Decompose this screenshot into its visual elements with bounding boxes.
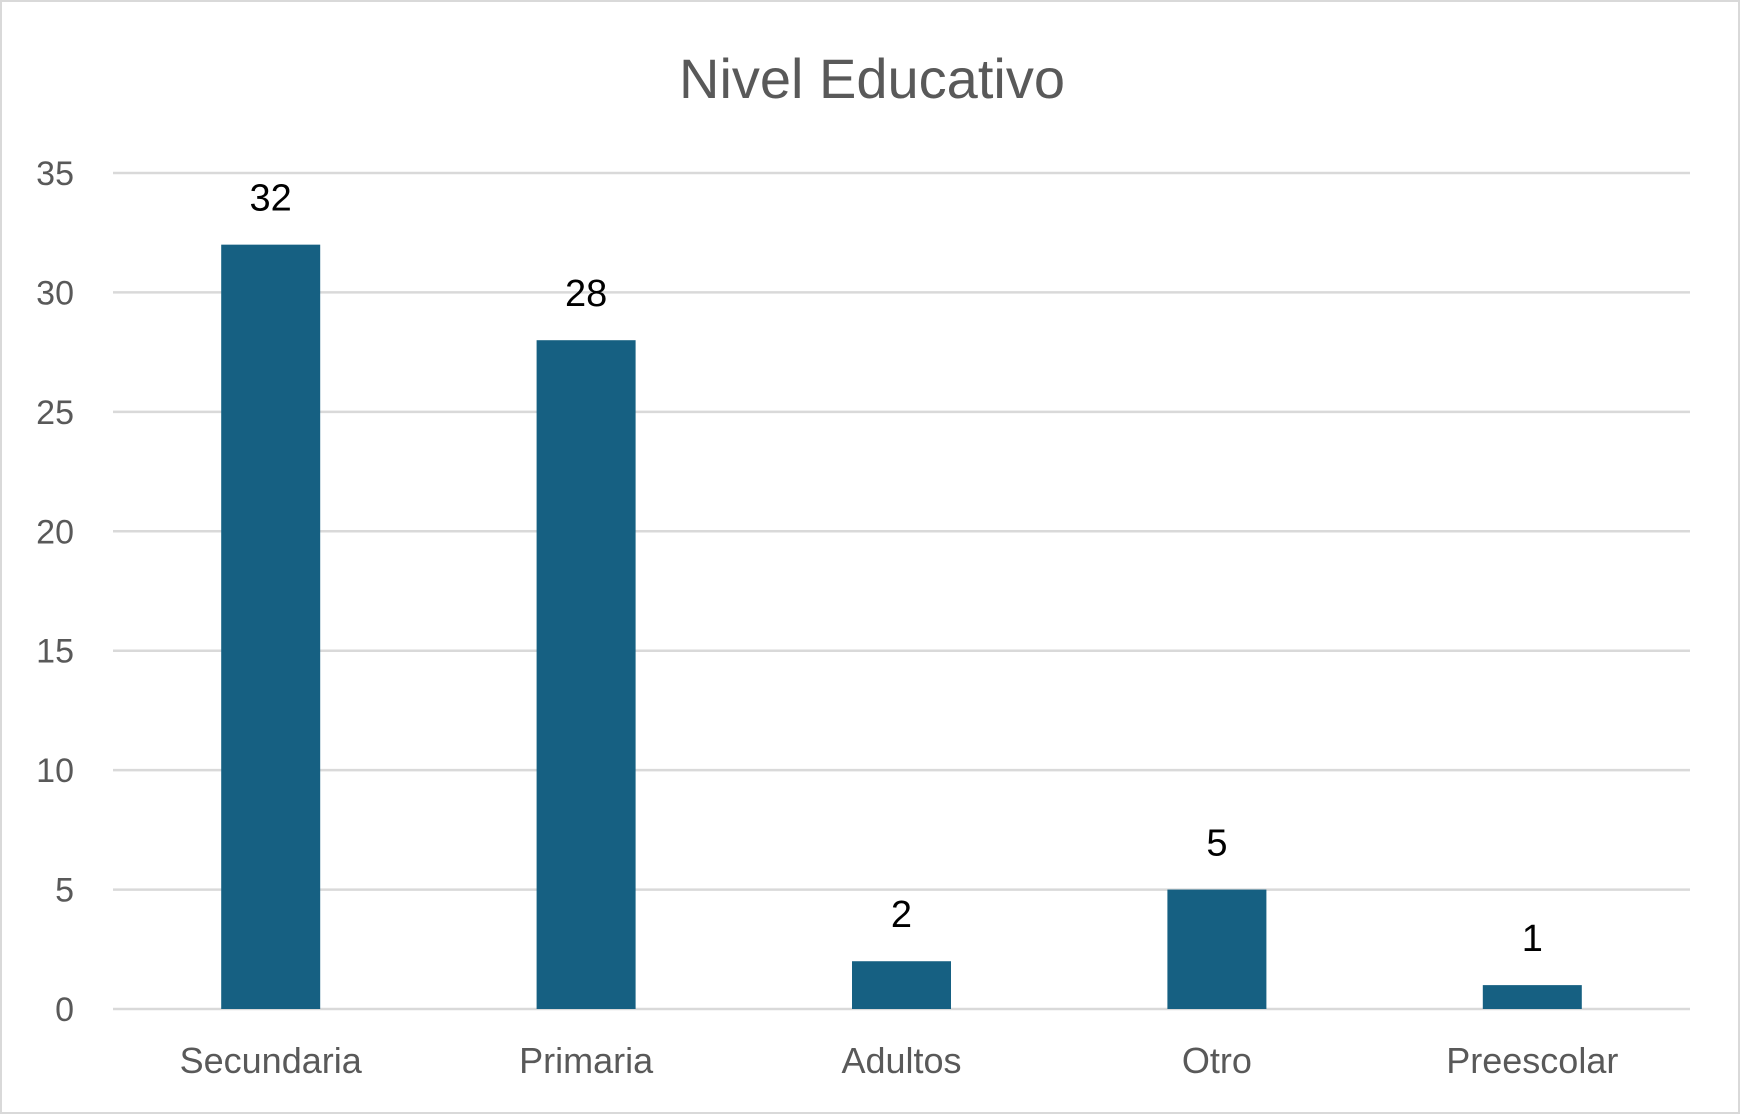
bar-adultos — [852, 961, 951, 1009]
y-tick-label: 0 — [55, 991, 74, 1029]
data-label: 2 — [891, 894, 912, 936]
gridlines — [113, 171, 1690, 1011]
category-label: Primaria — [519, 1040, 654, 1081]
y-tick-label: 20 — [36, 513, 74, 551]
category-label: Secundaria — [180, 1040, 363, 1081]
y-tick-label: 25 — [36, 394, 74, 432]
x-axis-category-labels: Secundaria Primaria Adultos Otro Preescolar — [180, 1040, 1619, 1081]
data-label: 32 — [250, 178, 292, 220]
y-tick-label: 30 — [36, 274, 74, 312]
chart-title: Nivel Educativo — [679, 47, 1065, 110]
data-label: 28 — [565, 273, 607, 315]
bars — [221, 244, 1582, 1009]
data-labels: 32 28 2 5 1 — [250, 178, 1543, 960]
bar-primaria — [536, 340, 636, 1009]
y-axis-tick-labels: 0 5 10 15 20 25 30 35 — [36, 155, 74, 1029]
category-label: Adultos — [841, 1040, 961, 1081]
category-label: Otro — [1182, 1040, 1252, 1081]
category-label: Preescolar — [1446, 1040, 1618, 1081]
y-tick-label: 15 — [36, 633, 74, 671]
bar-preescolar — [1482, 985, 1582, 1009]
y-tick-label: 35 — [36, 155, 74, 193]
y-tick-label: 10 — [36, 752, 74, 790]
bar-secundaria — [221, 244, 321, 1009]
data-label: 5 — [1206, 823, 1227, 865]
bar-otro — [1167, 889, 1267, 1009]
y-tick-label: 5 — [55, 872, 74, 910]
data-label: 1 — [1522, 918, 1543, 960]
